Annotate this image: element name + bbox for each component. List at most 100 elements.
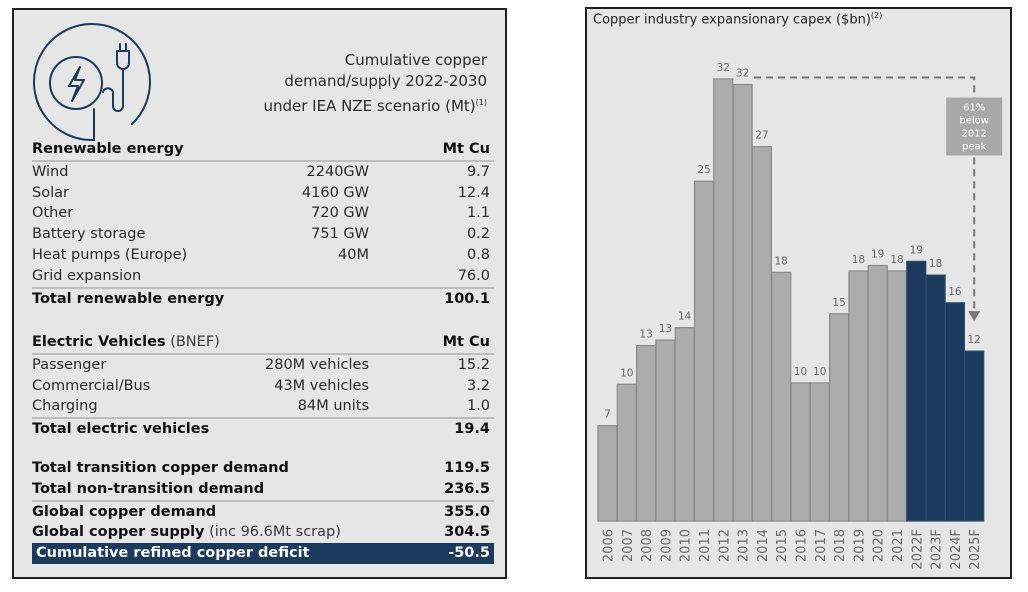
row-value: 355.0 [444,503,490,520]
x-tick-label: 2006 [602,529,617,562]
table-row: Grid expansion 76.0 [32,266,494,287]
footnote-marker: (2) [870,11,883,20]
x-tick-label: 2011 [698,529,713,562]
bar-value-label: 18 [929,258,942,270]
bar-value-label: 16 [948,286,962,298]
row-label: Total transition copper demand [32,460,289,476]
bar-value-label: 10 [813,366,826,378]
x-tick-label: 2017 [814,529,829,562]
x-tick-label: 2016 [795,529,810,562]
row-capacity: 2240GW [306,163,369,180]
bar-2012 [713,78,734,522]
x-tick-label: 2024F [949,529,964,570]
bars-group [597,78,985,522]
x-tick-label: 2012 [717,529,732,562]
table-row: Commercial/Bus 43M vehicles 3.2 [32,376,494,397]
table-title-line: under IEA NZE scenario (Mt)(1) [263,92,487,117]
annotation-text: below [959,116,989,127]
row-label: Commercial/Bus [32,377,151,394]
bar-2017 [809,382,830,522]
x-tick-label: 2013 [737,529,752,562]
total-label: Total renewable energy [32,290,225,307]
summary-section: Total transition copper demand 119.5 Tot… [32,458,494,564]
row-capacity: 84M units [297,398,369,415]
row-label: Other [32,205,74,222]
row-capacity: 40M [338,246,369,263]
total-value: 100.1 [444,290,490,307]
row-capacity: 751 GW [311,226,369,243]
bar-value-label: 18 [852,254,865,266]
table-title: Cumulative copper demand/supply 2022-203… [263,50,487,117]
table-row: Wind 2240GW 9.7 [32,162,494,183]
arrow-down-icon [968,311,981,322]
bar-2023F [925,274,946,522]
row-value: 12.4 [457,184,490,201]
summary-row: Global copper demand 355.0 [32,499,494,523]
total-label: Total electric vehicles [32,421,210,438]
copper-demand-supply-table-panel: Cumulative copper demand/supply 2022-203… [12,8,507,579]
table-row: Other 720 GW 1.1 [32,203,494,224]
x-tick-label: 2023F [930,529,945,570]
footnote-marker: (1) [475,98,487,107]
x-tick-label: 2010 [679,529,694,562]
bar-value-label: 19 [871,248,884,260]
bar-2020 [867,264,888,522]
annotation-group: 61% below 2012 peak [754,76,1003,322]
row-label: Global copper demand [32,503,217,520]
annotation-text: peak [962,142,987,153]
x-tick-label: 2008 [640,529,655,562]
row-value: 1.1 [466,205,490,222]
x-tick-label: 2021 [891,529,906,562]
deficit-value: -50.5 [448,545,490,562]
bar-value-label: 25 [697,164,710,176]
bar-value-label: 13 [659,323,672,335]
section-header: Electric Vehicles (BNEF) [32,332,220,353]
row-value: 236.5 [444,480,490,497]
table-title-line: Cumulative copper [344,51,487,69]
dashed-annotation-line [754,76,976,312]
bar-value-label: 18 [890,254,903,266]
ev-header-row: Electric Vehicles (BNEF) Mt Cu [32,332,494,355]
bar-value-label: 7 [604,409,611,421]
bar-value-label: 12 [968,334,981,346]
row-label: Global copper supply (inc 96.6Mt scrap) [32,522,341,543]
bar-2024F [944,302,965,522]
row-label: Charging [32,398,98,415]
row-label: Heat pumps (Europe) [32,246,188,263]
chart-title: Copper industry expansionary capex ($bn)… [593,11,882,27]
bar-value-label: 13 [639,329,652,341]
table-row: Passenger 280M vehicles 15.2 [32,355,494,376]
section-header-text: Electric Vehicles [32,334,166,350]
bar-value-label: 27 [755,130,768,142]
annotation-text: 2012 [961,129,986,140]
bar-2006 [597,425,618,522]
bar-2021 [886,270,908,522]
ev-charging-plug-icon [32,23,151,142]
section-header: Renewable energy [32,141,184,157]
bar-value-label: 19 [910,244,923,256]
x-tick-label: 2025F [968,529,983,570]
table-row: Solar 4160 GW 12.4 [32,183,494,204]
bar-value-label: 18 [775,255,788,267]
row-value: 119.5 [444,460,490,476]
table-title-text: under IEA NZE scenario (Mt) [263,97,476,115]
x-tick-label: 2022F [910,529,925,570]
row-value: 0.8 [466,246,490,263]
row-label: Battery storage [32,226,146,243]
x-tick-label: 2020 [872,529,887,562]
row-value: 304.5 [444,524,490,541]
bar-value-label: 32 [736,68,749,80]
bar-value-label: 10 [620,367,633,379]
bar-value-label: 10 [794,366,807,378]
bar-value-label: 14 [678,311,692,323]
table-row: Charging 84M units 1.0 [32,396,494,417]
row-label: Passenger [32,356,107,373]
section-header-note: (BNEF) [165,334,220,350]
row-capacity: 4160 GW [301,184,369,201]
row-capacity: 43M vehicles [274,377,369,394]
row-label: Grid expansion [32,267,142,284]
row-value: 0.2 [466,226,490,243]
row-label: Total non-transition demand [32,480,265,497]
row-label-note: (inc 96.6Mt scrap) [204,524,341,541]
row-value: 15.2 [457,356,490,373]
